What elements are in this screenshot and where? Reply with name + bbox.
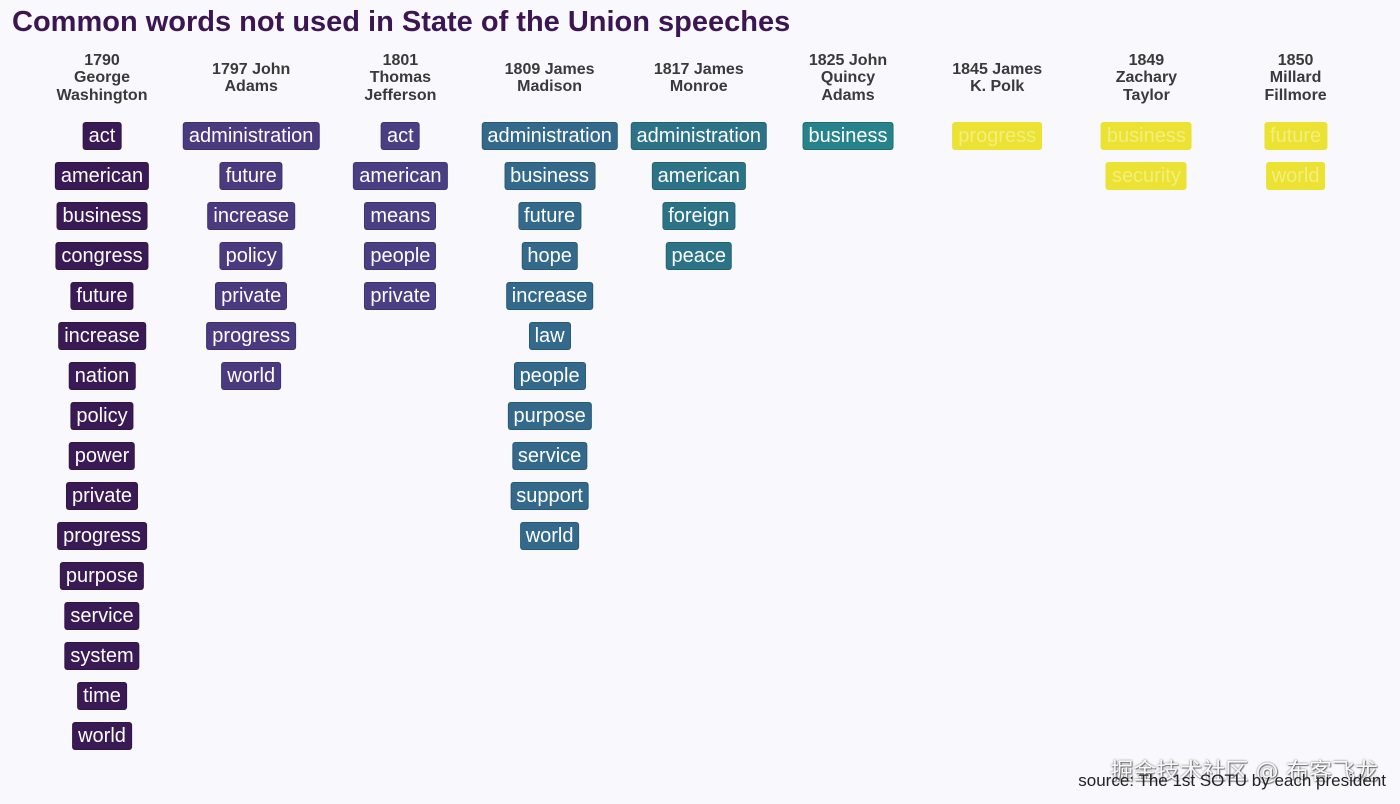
word-label: administration [481, 122, 618, 150]
word-label: future [219, 162, 283, 190]
column-header: 1850 Millard Fillmore [1264, 51, 1327, 104]
word-label: private [215, 282, 288, 310]
word-label: time [77, 682, 127, 710]
column-header: 1809 James Madison [504, 60, 595, 96]
word-label: progress [206, 322, 297, 350]
word-label: business [1100, 122, 1192, 150]
word-label: private [65, 482, 139, 510]
word-label: progress [952, 122, 1043, 150]
word-label: people [364, 242, 437, 270]
word-label: service [511, 442, 588, 470]
word-label: world [221, 362, 282, 390]
word-label: future [518, 202, 582, 230]
word-label: security [1105, 162, 1187, 190]
word-label: policy [70, 402, 134, 430]
column-header: 1845 James K. Polk [952, 60, 1043, 96]
word-label: world [72, 722, 132, 750]
column-header: 1849 Zachary Taylor [1115, 51, 1178, 104]
word-label: law [528, 322, 571, 350]
word-label: american [651, 162, 746, 190]
column-header: 1790 George Washington [56, 51, 148, 104]
word-label: purpose [507, 402, 592, 430]
column-header: 1825 John Quincy Adams [808, 51, 888, 104]
watermark: 掘金技术社区 @ 布客飞龙 [1110, 759, 1378, 785]
word-label: act [82, 122, 122, 150]
column-header: 1801 Thomas Jefferson [364, 51, 437, 104]
word-label: system [64, 642, 140, 670]
word-label: purpose [59, 562, 145, 590]
word-label: service [64, 602, 140, 630]
word-label: private [364, 282, 437, 310]
word-label: act [381, 122, 420, 150]
chart-title: Common words not used in State of the Un… [12, 6, 791, 38]
word-label: business [504, 162, 596, 190]
word-label: future [70, 282, 134, 310]
word-label: world [519, 522, 580, 550]
word-label: business [802, 122, 894, 150]
word-label: hope [521, 242, 578, 270]
word-label: business [56, 202, 148, 230]
word-label: congress [55, 242, 149, 270]
word-label: policy [219, 242, 283, 270]
word-label: peace [665, 242, 733, 270]
word-label: foreign [662, 202, 736, 230]
word-label: people [513, 362, 586, 390]
column-header: 1797 John Adams [212, 60, 291, 96]
chart-caption: source: The 1st SOTU by each president [1078, 771, 1386, 790]
word-label: power [68, 442, 136, 470]
word-label: increase [207, 202, 295, 230]
column-header: 1817 James Monroe [653, 60, 744, 96]
word-label: increase [505, 282, 594, 310]
word-label: means [364, 202, 437, 230]
word-label: administration [182, 122, 320, 150]
word-label: american [54, 162, 150, 190]
word-label: administration [630, 122, 768, 150]
word-label: american [353, 162, 448, 190]
word-label: increase [58, 322, 146, 350]
word-label: nation [68, 362, 136, 390]
word-label: world [1265, 162, 1326, 190]
word-label: progress [57, 522, 147, 550]
word-label: support [510, 482, 589, 510]
word-label: future [1264, 122, 1328, 150]
